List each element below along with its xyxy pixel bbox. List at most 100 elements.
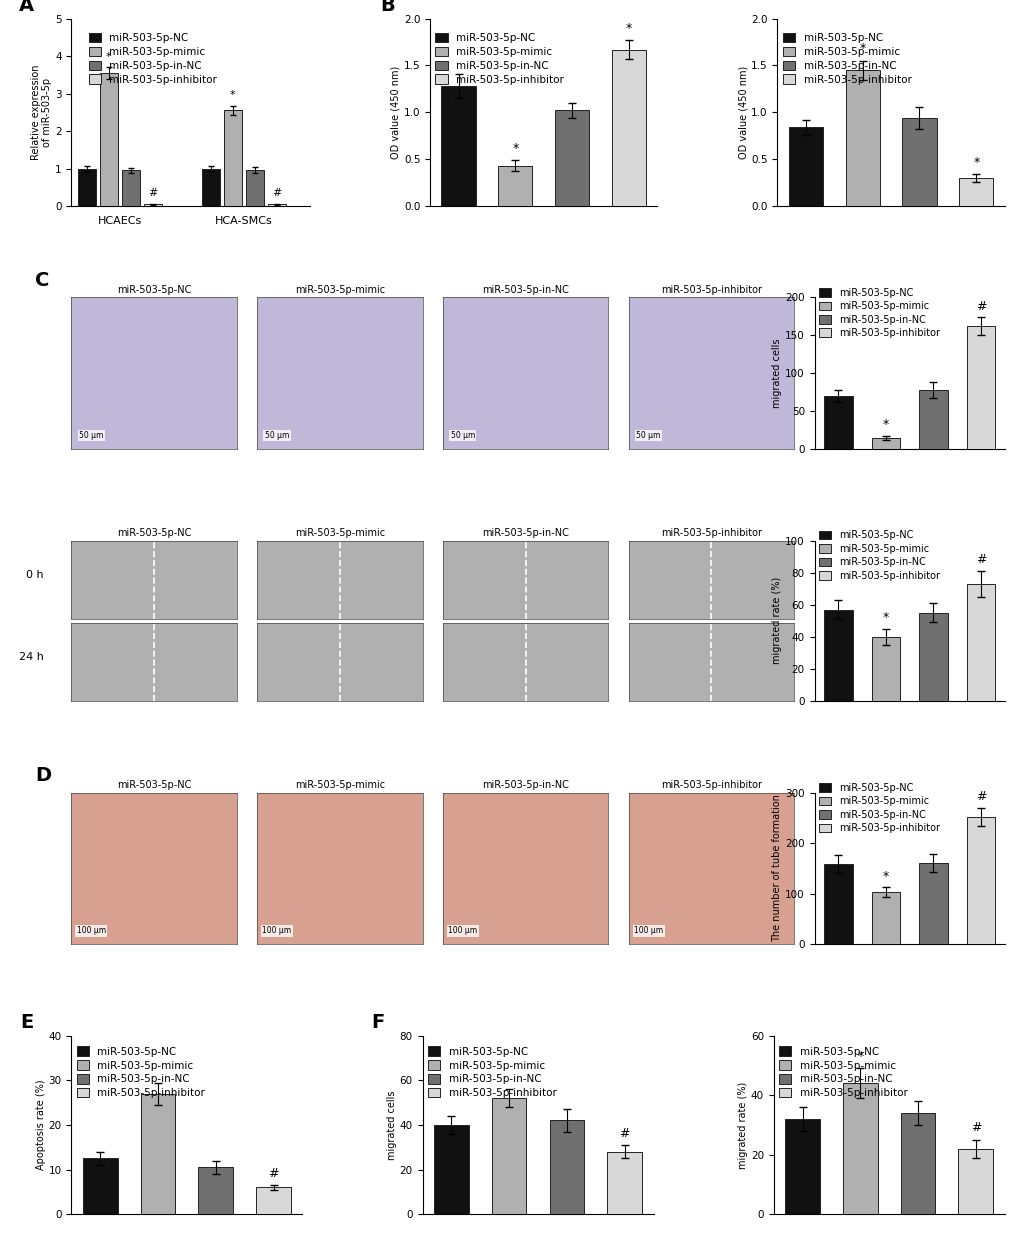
Bar bbox=[966, 817, 995, 944]
Bar bbox=[845, 71, 878, 206]
Title: miR-503-5p-NC: miR-503-5p-NC bbox=[117, 528, 192, 539]
Y-axis label: OD value (450 nm): OD value (450 nm) bbox=[738, 66, 748, 159]
Y-axis label: Apoptosis rate (%): Apoptosis rate (%) bbox=[36, 1079, 46, 1171]
Text: *: * bbox=[512, 141, 518, 155]
Text: *: * bbox=[859, 42, 865, 56]
Bar bbox=[434, 1125, 469, 1214]
Text: #: # bbox=[970, 1121, 980, 1135]
Y-axis label: migrated cells: migrated cells bbox=[386, 1090, 396, 1160]
Text: 100 μm: 100 μm bbox=[76, 927, 106, 935]
Bar bbox=[871, 437, 899, 450]
Bar bbox=[122, 171, 140, 206]
Text: #: # bbox=[272, 188, 281, 198]
Bar bbox=[83, 1158, 117, 1214]
Text: #: # bbox=[268, 1167, 278, 1180]
Bar bbox=[100, 73, 117, 206]
Bar bbox=[958, 178, 993, 206]
Bar bbox=[141, 1094, 175, 1214]
Bar bbox=[144, 204, 161, 206]
Bar bbox=[268, 204, 285, 206]
Bar bbox=[498, 166, 532, 206]
Title: miR-503-5p-mimic: miR-503-5p-mimic bbox=[294, 528, 384, 539]
Y-axis label: 0 h: 0 h bbox=[25, 570, 44, 580]
Title: miR-503-5p-in-NC: miR-503-5p-in-NC bbox=[482, 781, 569, 790]
Bar bbox=[966, 326, 995, 450]
Text: A: A bbox=[19, 0, 34, 15]
Title: miR-503-5p-inhibitor: miR-503-5p-inhibitor bbox=[660, 781, 761, 790]
Bar bbox=[256, 1187, 290, 1214]
Text: F: F bbox=[371, 1014, 384, 1032]
Text: *: * bbox=[972, 156, 978, 169]
Text: E: E bbox=[20, 1014, 34, 1032]
Bar bbox=[788, 128, 822, 206]
Bar bbox=[491, 1098, 526, 1214]
Legend: miR-503-5p-NC, miR-503-5p-mimic, miR-503-5p-in-NC, miR-503-5p-inhibitor: miR-503-5p-NC, miR-503-5p-mimic, miR-503… bbox=[89, 32, 217, 84]
Title: miR-503-5p-mimic: miR-503-5p-mimic bbox=[294, 285, 384, 295]
Bar bbox=[785, 1119, 819, 1214]
Bar bbox=[199, 1167, 233, 1214]
Legend: miR-503-5p-NC, miR-503-5p-mimic, miR-503-5p-in-NC, miR-503-5p-inhibitor: miR-503-5p-NC, miR-503-5p-mimic, miR-503… bbox=[818, 783, 938, 833]
Legend: miR-503-5p-NC, miR-503-5p-mimic, miR-503-5p-in-NC, miR-503-5p-inhibitor: miR-503-5p-NC, miR-503-5p-mimic, miR-503… bbox=[779, 1047, 907, 1098]
Y-axis label: OD value (450 nm): OD value (450 nm) bbox=[390, 66, 400, 159]
Text: #: # bbox=[975, 300, 985, 312]
Y-axis label: 24 h: 24 h bbox=[18, 652, 44, 662]
Text: *: * bbox=[881, 418, 889, 431]
Bar bbox=[606, 1152, 641, 1214]
Text: *: * bbox=[856, 1049, 863, 1063]
Title: miR-503-5p-in-NC: miR-503-5p-in-NC bbox=[482, 528, 569, 539]
Bar bbox=[842, 1083, 876, 1214]
Title: miR-503-5p-in-NC: miR-503-5p-in-NC bbox=[482, 285, 569, 295]
Legend: miR-503-5p-NC, miR-503-5p-mimic, miR-503-5p-in-NC, miR-503-5p-inhibitor: miR-503-5p-NC, miR-503-5p-mimic, miR-503… bbox=[782, 32, 911, 84]
Y-axis label: migrated cells: migrated cells bbox=[771, 338, 782, 408]
Bar bbox=[549, 1120, 584, 1214]
Text: 50 μm: 50 μm bbox=[265, 431, 289, 440]
Text: D: D bbox=[35, 766, 51, 786]
Legend: miR-503-5p-NC, miR-503-5p-mimic, miR-503-5p-in-NC, miR-503-5p-inhibitor: miR-503-5p-NC, miR-503-5p-mimic, miR-503… bbox=[818, 287, 938, 338]
Bar bbox=[554, 110, 589, 206]
Y-axis label: The number of tube formation: The number of tube formation bbox=[771, 794, 782, 943]
Text: B: B bbox=[380, 0, 394, 15]
Y-axis label: migrated rate (%): migrated rate (%) bbox=[771, 577, 782, 664]
Text: *: * bbox=[881, 870, 889, 882]
Y-axis label: migrated rate (%): migrated rate (%) bbox=[738, 1082, 747, 1168]
Bar bbox=[78, 169, 96, 206]
Bar bbox=[900, 1113, 934, 1214]
Title: miR-503-5p-mimic: miR-503-5p-mimic bbox=[294, 781, 384, 790]
Bar bbox=[823, 610, 852, 701]
Bar bbox=[246, 171, 263, 206]
Text: C: C bbox=[35, 271, 49, 290]
Text: #: # bbox=[619, 1126, 630, 1140]
Legend: miR-503-5p-NC, miR-503-5p-mimic, miR-503-5p-in-NC, miR-503-5p-inhibitor: miR-503-5p-NC, miR-503-5p-mimic, miR-503… bbox=[435, 32, 564, 84]
Text: *: * bbox=[626, 21, 632, 35]
Legend: miR-503-5p-NC, miR-503-5p-mimic, miR-503-5p-in-NC, miR-503-5p-inhibitor: miR-503-5p-NC, miR-503-5p-mimic, miR-503… bbox=[818, 530, 938, 581]
Bar bbox=[441, 85, 475, 206]
Text: 100 μm: 100 μm bbox=[447, 927, 477, 935]
Y-axis label: Relative expression
of miR-503-5p: Relative expression of miR-503-5p bbox=[31, 64, 52, 160]
Text: *: * bbox=[106, 52, 112, 62]
Bar bbox=[823, 865, 852, 944]
Title: miR-503-5p-inhibitor: miR-503-5p-inhibitor bbox=[660, 285, 761, 295]
Text: 100 μm: 100 μm bbox=[262, 927, 291, 935]
Text: #: # bbox=[975, 554, 985, 566]
Bar bbox=[871, 892, 899, 944]
Bar bbox=[958, 1149, 993, 1214]
Text: *: * bbox=[230, 90, 235, 100]
Bar bbox=[871, 637, 899, 701]
Legend: miR-503-5p-NC, miR-503-5p-mimic, miR-503-5p-in-NC, miR-503-5p-inhibitor: miR-503-5p-NC, miR-503-5p-mimic, miR-503… bbox=[76, 1047, 205, 1098]
Text: *: * bbox=[881, 611, 889, 624]
Text: 100 μm: 100 μm bbox=[634, 927, 662, 935]
Title: miR-503-5p-NC: miR-503-5p-NC bbox=[117, 781, 192, 790]
Bar bbox=[202, 169, 220, 206]
Text: 50 μm: 50 μm bbox=[450, 431, 475, 440]
Bar bbox=[611, 50, 645, 206]
Title: miR-503-5p-inhibitor: miR-503-5p-inhibitor bbox=[660, 528, 761, 539]
Bar bbox=[224, 110, 242, 206]
Legend: miR-503-5p-NC, miR-503-5p-mimic, miR-503-5p-in-NC, miR-503-5p-inhibitor: miR-503-5p-NC, miR-503-5p-mimic, miR-503… bbox=[427, 1047, 556, 1098]
Bar bbox=[918, 613, 947, 701]
Title: miR-503-5p-NC: miR-503-5p-NC bbox=[117, 285, 192, 295]
Text: #: # bbox=[148, 188, 157, 198]
Text: 50 μm: 50 μm bbox=[636, 431, 660, 440]
Bar bbox=[918, 390, 947, 450]
Bar bbox=[902, 118, 935, 206]
Text: #: # bbox=[975, 790, 985, 803]
